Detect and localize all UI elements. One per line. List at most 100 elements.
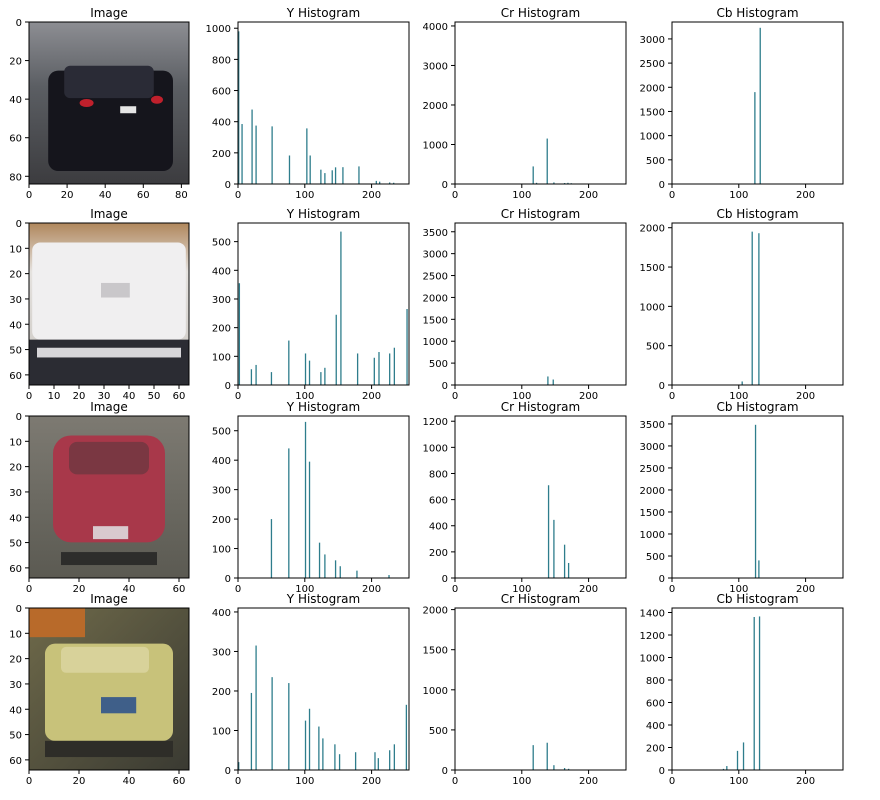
histogram-bar (567, 768, 570, 770)
histogram-bar (374, 752, 376, 770)
x-tick-label: 200 (579, 776, 598, 787)
y-tick-label: 0 (442, 766, 448, 777)
y-tick-label: 40 (9, 320, 22, 331)
x-tick-label: 200 (796, 584, 815, 595)
subplot-title: Cr Histogram (501, 6, 580, 20)
y-tick-label: 500 (646, 342, 665, 353)
histogram-bar (270, 372, 273, 385)
axes-frame (454, 222, 627, 386)
histogram-bar (567, 562, 570, 578)
histogram-bar (250, 369, 253, 385)
y-tick-label: 1000 (640, 132, 665, 143)
histogram-bar (304, 353, 307, 385)
histogram-bar (393, 347, 396, 385)
y-tick-label: 20 (9, 463, 22, 474)
car-window (64, 65, 154, 99)
x-tick-label: 20 (73, 391, 86, 402)
x-tick-label: 20 (61, 190, 74, 201)
y-tick-label: 3500 (640, 420, 665, 431)
histogram-bar (532, 166, 534, 184)
y-tick-label: 60 (9, 564, 22, 575)
histogram-bar (377, 758, 379, 770)
y-tick-label: 0 (16, 604, 22, 615)
y-tick-label: 0 (442, 381, 448, 392)
histogram-bar (389, 353, 391, 385)
subplot-title: Y Histogram (286, 6, 360, 20)
y-tick-label: 40 (9, 705, 22, 716)
histogram-bar (324, 554, 326, 578)
x-tick-label: 100 (512, 776, 531, 787)
x-tick-label: 100 (512, 584, 531, 595)
histogram-bar (340, 231, 342, 385)
histogram-bar (334, 560, 337, 578)
y-tick-label: 30 (9, 488, 22, 499)
y-tick-label: 0 (659, 574, 665, 585)
subplot-title: Cb Histogram (716, 400, 798, 414)
car-shadow (61, 552, 157, 566)
x-tick-label: 100 (512, 391, 531, 402)
y-tick-label: 500 (646, 552, 665, 563)
histogram-bar (379, 181, 381, 184)
y-tick-label: 3000 (640, 442, 665, 453)
axes-frame (237, 21, 410, 185)
subplot-title: Image (90, 207, 128, 221)
y-tick-label: 60 (9, 371, 22, 382)
histogram-bar (288, 340, 290, 385)
y-tick-label: 200 (212, 149, 231, 160)
histogram-bar (552, 379, 554, 385)
x-tick-label: 0 (235, 584, 241, 595)
histogram-bar (255, 364, 257, 385)
axes-frame (237, 222, 410, 386)
histogram-bar (304, 720, 307, 770)
y-tick-label: 200 (646, 744, 665, 755)
histogram-bar (255, 645, 257, 770)
histogram-bar (736, 750, 739, 770)
y-tick-label: 60 (9, 134, 22, 145)
histogram-bar (547, 485, 550, 578)
y-tick-label: 0 (16, 18, 22, 29)
x-tick-label: 200 (796, 776, 815, 787)
axes-frame (237, 415, 410, 579)
y-tick-label: 2500 (640, 464, 665, 475)
axes-frame (454, 607, 627, 771)
histogram-bar (308, 461, 311, 578)
y-tick-label: 500 (429, 726, 448, 737)
subplot-title: Image (90, 592, 128, 606)
x-tick-label: 20 (73, 776, 86, 787)
x-tick-label: 100 (729, 391, 748, 402)
subplot-0-0: Image 0 20 40 60 80 0 20 40 60 80 (9, 6, 190, 201)
histogram-bar (535, 182, 538, 184)
x-tick-label: 100 (295, 391, 314, 402)
histogram-bar (356, 570, 358, 578)
x-tick-label: 0 (669, 776, 675, 787)
histogram-bar (722, 768, 725, 770)
subplot-3-3: Cb Histogram 0 100 200 0 200 400 600 800 1000 1200… (640, 592, 844, 787)
histogram-bar (393, 182, 395, 184)
subplot-0-1: Y Histogram 0 100 200 0 200 400 600 800 1000 (206, 6, 410, 201)
y-tick-label: 0 (225, 381, 231, 392)
y-tick-label: 0 (225, 574, 231, 585)
bumper (37, 347, 181, 358)
subplot-title: Cr Histogram (501, 400, 580, 414)
subplot-title: Cb Histogram (716, 592, 798, 606)
y-tick-label: 200 (429, 548, 448, 559)
tail-light (79, 99, 94, 107)
histogram-bar (338, 754, 341, 770)
axes-frame (28, 415, 190, 579)
subplot-1-0: Image 0 10 20 30 40 50 60 0 10 20 30 40 50 60 (9, 207, 190, 402)
axes-frame (28, 222, 190, 386)
histogram-bar (306, 128, 308, 184)
histogram-bar (567, 182, 569, 184)
y-tick-label: 1400 (640, 609, 665, 620)
y-tick-label: 50 (9, 731, 22, 742)
x-tick-label: 200 (796, 190, 815, 201)
y-tick-label: 0 (442, 574, 448, 585)
histogram-bar (241, 124, 243, 184)
y-tick-label: 200 (212, 687, 231, 698)
subplot-2-1: Y Histogram 0 100 200 0 100 200 300 400 500 (212, 400, 410, 595)
x-tick-label: 100 (512, 190, 531, 201)
y-tick-label: 2500 (423, 272, 448, 283)
